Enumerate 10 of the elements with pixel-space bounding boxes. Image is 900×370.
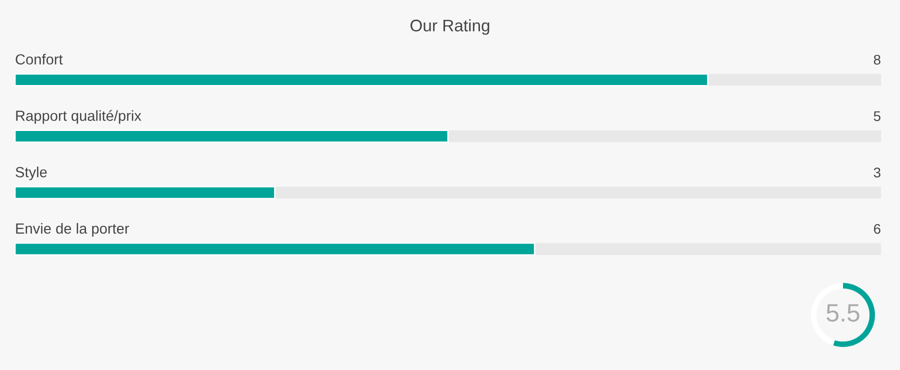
- category-label: Style: [16, 166, 47, 180]
- category-label: Confort: [16, 54, 63, 65]
- data-label: 5: [874, 111, 880, 122]
- chart-title: Our Rating: [410, 19, 490, 35]
- data-label: 3: [874, 168, 880, 178]
- text: 5.5: [826, 304, 860, 322]
- data-label: 6: [874, 224, 880, 234]
- category-label: Rapport qualité/prix: [16, 110, 142, 124]
- category-label: Envie de la porter: [16, 223, 130, 237]
- data-label: 8: [874, 54, 880, 65]
